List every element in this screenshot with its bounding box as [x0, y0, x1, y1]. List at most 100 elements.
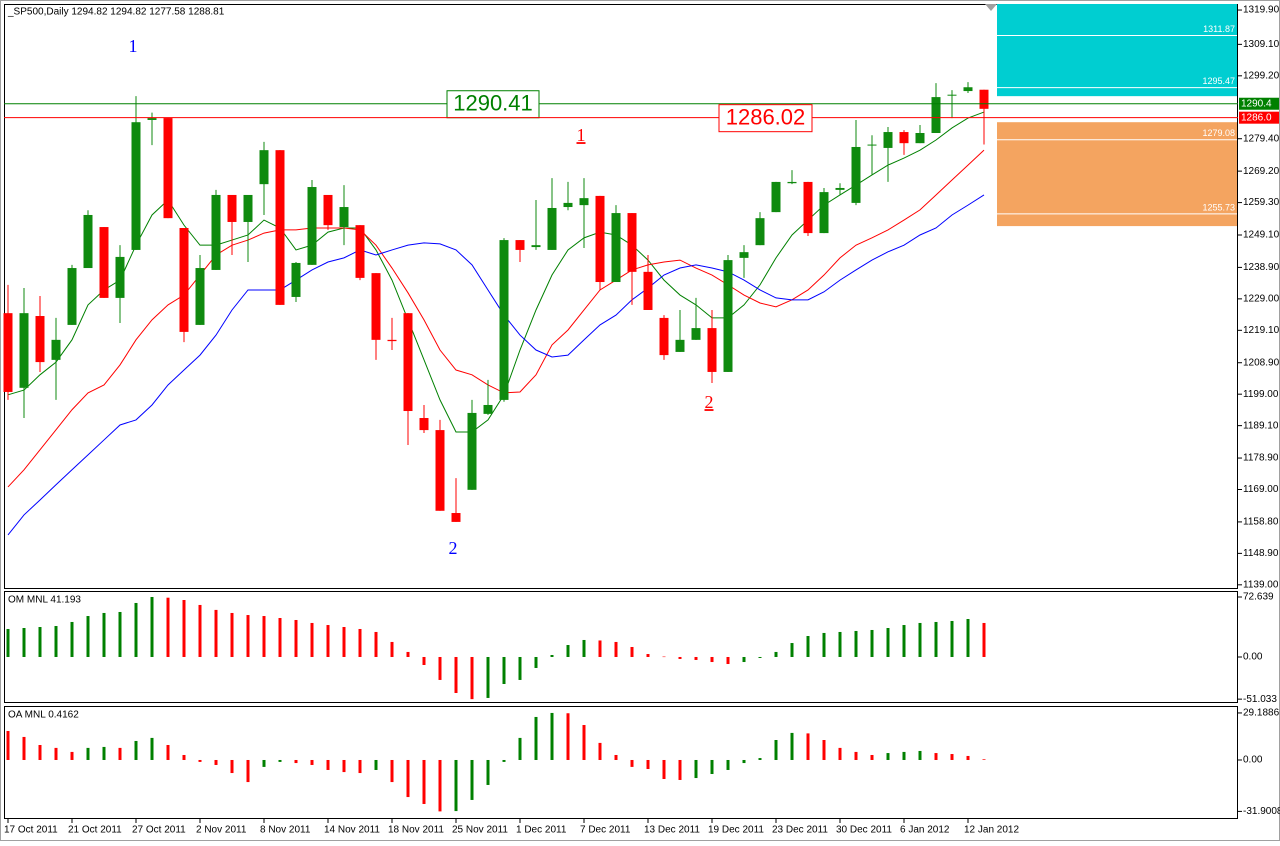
histogram-bar: [695, 657, 698, 660]
histogram-bar: [39, 745, 42, 760]
x-tick-label: 30 Dec 2011: [836, 825, 892, 836]
histogram-bar: [183, 755, 186, 760]
candle-body: [148, 118, 157, 120]
level-label: 1290.41: [453, 91, 533, 116]
histogram-bar: [103, 747, 106, 760]
candle-body: [36, 316, 45, 362]
y-tick-label: 1158.80: [1243, 517, 1279, 528]
histogram-bar: [199, 760, 202, 762]
histogram-bar: [103, 613, 106, 657]
histogram-bar: [407, 760, 410, 797]
histogram-bar: [567, 645, 570, 657]
histogram-bar: [231, 760, 234, 773]
y-tick-label: 1269.20: [1243, 166, 1280, 177]
candle-body: [468, 413, 477, 490]
candle-body: [852, 147, 861, 203]
histogram-bar: [599, 743, 602, 760]
candle-body: [164, 118, 173, 218]
candle-body: [420, 418, 429, 430]
y-tick-label: 1238.90: [1243, 262, 1280, 273]
histogram-bar: [919, 751, 922, 760]
candle-body: [132, 122, 141, 250]
x-tick-label: 25 Nov 2011: [452, 825, 508, 836]
histogram-bar: [519, 738, 522, 760]
x-tick-label: 19 Dec 2011: [708, 825, 764, 836]
histogram-bar: [471, 657, 474, 699]
histogram-bar: [887, 753, 890, 760]
histogram-bar: [343, 760, 346, 772]
y-tick-label: 1208.90: [1243, 357, 1280, 368]
histogram-bar: [903, 625, 906, 657]
histogram-bar: [775, 652, 778, 657]
histogram-bar: [727, 760, 730, 770]
histogram-bar: [7, 731, 10, 760]
y-tick-label: 0.00: [1243, 652, 1263, 663]
histogram-bar: [39, 627, 42, 657]
histogram-bar: [711, 760, 714, 774]
candle-body: [4, 313, 13, 392]
histogram-bar: [231, 613, 234, 657]
candle-body: [836, 188, 845, 190]
x-tick-label: 6 Jan 2012: [900, 825, 950, 836]
candle-body: [308, 187, 317, 265]
candle-body: [212, 195, 221, 270]
chart-title: _SP500,Daily 1294.82 1294.82 1277.58 128…: [7, 7, 225, 18]
histogram-bar: [775, 740, 778, 760]
candle-body: [580, 198, 589, 205]
fibo-level-label: 1255.73: [1202, 202, 1235, 212]
candle-body: [884, 132, 893, 148]
candle-body: [84, 215, 93, 268]
candle-body: [564, 203, 573, 207]
x-tick-label: 17 Oct 2011: [4, 825, 58, 836]
fibo-level-label: 1311.87: [1203, 24, 1235, 34]
wave-label: 2: [449, 538, 458, 558]
y-tick-label: 0.00: [1243, 755, 1263, 766]
wave-label: 1: [129, 36, 138, 56]
histogram-bar: [903, 752, 906, 760]
histogram-bar: [791, 733, 794, 760]
histogram-bar: [983, 759, 986, 760]
histogram-bar: [391, 642, 394, 657]
histogram-bar: [967, 756, 970, 760]
candle-body: [516, 240, 525, 250]
x-tick-label: 12 Jan 2012: [964, 825, 1019, 836]
histogram-bar: [439, 760, 442, 811]
candle-body: [612, 213, 621, 282]
candle-body: [484, 405, 493, 414]
candle-body: [228, 195, 237, 222]
candle-body: [532, 245, 541, 247]
candle-body: [180, 228, 189, 332]
histogram-bar: [935, 753, 938, 760]
candle-body: [788, 182, 797, 183]
histogram-bar: [7, 629, 10, 657]
histogram-bar: [135, 603, 138, 657]
histogram-bar: [487, 657, 490, 698]
candle-body: [388, 340, 397, 341]
candle-body: [500, 240, 509, 400]
histogram-bar: [71, 752, 74, 760]
histogram-bar: [663, 760, 666, 779]
x-tick-label: 21 Oct 2011: [68, 825, 122, 836]
histogram-bar: [423, 657, 426, 665]
histogram-bar: [647, 760, 650, 769]
candle-body: [100, 227, 109, 298]
fibo-zone: [997, 122, 1237, 226]
candle-body: [340, 207, 349, 227]
candle-body: [660, 318, 669, 355]
histogram-bar: [519, 657, 522, 680]
histogram-bar: [503, 760, 506, 762]
histogram-bar: [631, 760, 634, 767]
histogram-bar: [167, 745, 170, 760]
histogram-bar: [215, 760, 218, 765]
histogram-bar: [583, 640, 586, 657]
fibo-zone: [997, 4, 1237, 96]
candle-body: [596, 196, 605, 282]
histogram-bar: [887, 628, 890, 657]
candle-body: [196, 268, 205, 325]
histogram-bar: [823, 633, 826, 657]
histogram-bar: [567, 713, 570, 760]
histogram-bar: [391, 760, 394, 782]
histogram-bar: [423, 760, 426, 804]
